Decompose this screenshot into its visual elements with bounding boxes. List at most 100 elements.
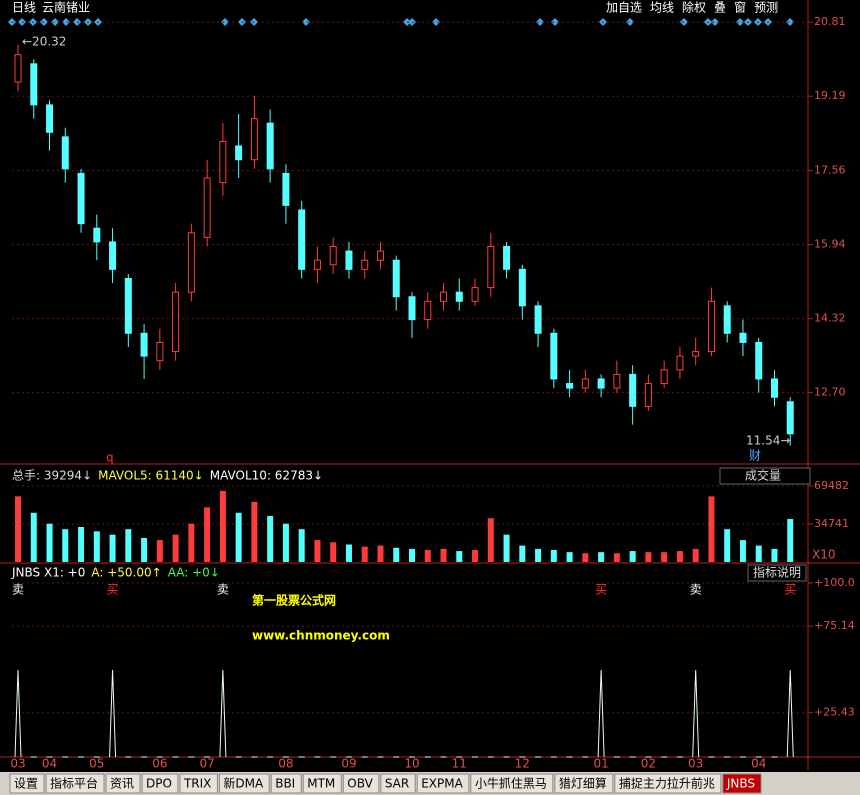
tab[interactable]: JNBS: [726, 777, 755, 791]
tab-frame[interactable]: [45, 773, 105, 794]
tab[interactable]: 小牛抓住黑马: [475, 776, 547, 791]
y-tick-label: 69482: [814, 479, 849, 492]
tab-frame[interactable]: [722, 773, 762, 794]
toolbar-button[interactable]: 除权: [682, 0, 706, 15]
stock-name: 云南锗业: [42, 0, 90, 15]
candle-body: [471, 287, 479, 302]
toolbar-button[interactable]: 预测: [754, 1, 778, 15]
candle-body: [329, 245, 337, 266]
tab[interactable]: 新DMA: [223, 776, 264, 791]
x-tick-label: 04: [42, 757, 57, 771]
toolbar-button[interactable]: 叠: [714, 1, 726, 15]
tab-frame[interactable]: [218, 773, 270, 794]
tab[interactable]: SAR: [385, 777, 409, 791]
volume-bar: [692, 548, 699, 562]
candle-body: [786, 401, 794, 435]
x-tick-label: 11: [452, 757, 467, 771]
candle-body: [313, 259, 321, 270]
event-icon[interactable]: [221, 18, 229, 26]
volume-bar: [755, 545, 762, 562]
tab-frame[interactable]: [416, 773, 470, 794]
signal-spike: [219, 669, 227, 758]
event-icon[interactable]: [786, 18, 794, 26]
volume-bar: [724, 529, 731, 562]
volume-bar: [661, 552, 668, 562]
toolbar-button[interactable]: 加自选: [606, 1, 642, 15]
tab-frame[interactable]: [342, 773, 380, 794]
y-tick-label: 34741: [814, 517, 849, 530]
event-icon[interactable]: [536, 18, 544, 26]
tab-frame[interactable]: [380, 773, 416, 794]
y-tick-label: +75.14: [814, 619, 855, 632]
tab[interactable]: MTM: [307, 777, 335, 791]
event-icon[interactable]: [51, 18, 59, 26]
volume-bar: [550, 549, 557, 562]
toolbar-button[interactable]: 均线: [650, 1, 674, 15]
tab[interactable]: 指标平台: [50, 776, 98, 791]
dropdown-label[interactable]: 成交量: [745, 468, 781, 483]
tab[interactable]: EXPMA: [421, 777, 463, 791]
tab[interactable]: DPO: [146, 777, 172, 791]
candle-body: [282, 172, 290, 206]
tab[interactable]: 设置: [14, 777, 38, 791]
event-icon[interactable]: [551, 18, 559, 26]
volume-bar: [204, 507, 211, 562]
tab[interactable]: 资讯: [110, 777, 134, 791]
legend-entry: MAVOL5: 61140↓: [98, 469, 204, 483]
volume-bar: [345, 544, 352, 562]
candle-body: [361, 259, 369, 270]
tab[interactable]: 猎灯细算: [559, 776, 607, 791]
tab-frame[interactable]: [302, 773, 342, 794]
candle-body: [140, 332, 148, 357]
volume-bar: [188, 523, 195, 562]
tab[interactable]: TRIX: [183, 777, 211, 791]
period[interactable]: 日线: [12, 1, 36, 15]
low-annotation: 11.54→: [746, 434, 790, 448]
tab[interactable]: OBV: [347, 777, 373, 791]
tab-frame[interactable]: [105, 773, 141, 794]
button[interactable]: [747, 564, 807, 582]
y-tick-label: +25.43: [814, 706, 855, 719]
high-annotation: ←20.32: [22, 35, 66, 49]
legend-entry: JNBS X1: +0: [11, 566, 85, 580]
tab-frame[interactable]: [554, 773, 614, 794]
candle-body: [30, 63, 38, 106]
volume-bar: [487, 518, 494, 562]
candle-body: [629, 373, 637, 407]
candle-body: [660, 369, 668, 385]
candle-body: [14, 54, 22, 83]
event-icon[interactable]: [302, 18, 310, 26]
signal-label: 卖: [12, 583, 24, 597]
tab-frame[interactable]: [270, 773, 302, 794]
volume-bar: [219, 490, 226, 562]
volume-bar: [582, 553, 589, 562]
tab-frame[interactable]: [9, 773, 45, 794]
event-icon[interactable]: [432, 18, 440, 26]
tab-frame[interactable]: [470, 773, 554, 794]
dropdown[interactable]: [719, 467, 811, 485]
volume-bar: [235, 512, 242, 562]
event-icon[interactable]: [626, 18, 634, 26]
toolbar-button[interactable]: 窗: [734, 1, 746, 15]
event-icon[interactable]: [736, 18, 744, 26]
candle-body: [424, 300, 432, 321]
volume-bar: [141, 537, 148, 562]
tab[interactable]: 捕捉主力拉升前兆: [619, 776, 715, 791]
tab-frame[interactable]: [179, 773, 218, 794]
event-icon[interactable]: [711, 18, 719, 26]
candle-body: [503, 245, 511, 270]
x-tick-label: 10: [404, 757, 419, 771]
button-label[interactable]: 指标说明: [753, 565, 801, 580]
volume-bar: [46, 523, 53, 562]
x-tick-label: 09: [341, 757, 356, 771]
x-tick-label: 03: [688, 757, 703, 771]
candle-body: [707, 300, 715, 353]
x-tick-label: 06: [152, 757, 167, 771]
candle-body: [376, 250, 384, 261]
candle-body: [644, 383, 652, 407]
candle-body: [187, 232, 195, 293]
tab[interactable]: BBI: [275, 777, 295, 791]
event-icon[interactable]: [62, 18, 70, 26]
tab-frame[interactable]: [614, 773, 722, 794]
tab-frame[interactable]: [141, 773, 179, 794]
